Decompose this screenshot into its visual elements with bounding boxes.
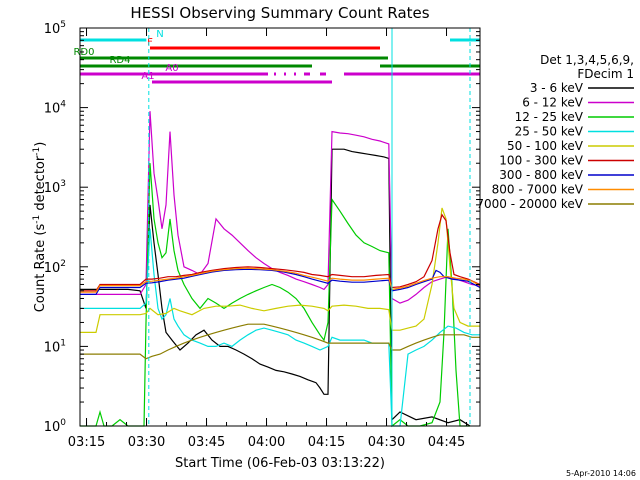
series-line-7000-20000-kev — [80, 323, 480, 360]
legend-label-3-6-kev: 3 - 6 keV — [530, 81, 584, 95]
series-line-50-100-kev — [80, 207, 480, 333]
y-axis-label: Count Rate (s-1 detector-1) — [32, 142, 48, 313]
x-tick-label: 04:30 — [368, 435, 405, 450]
y-tick-label: 100 — [44, 418, 67, 435]
flag-label-a1: A1 — [141, 71, 154, 82]
legend-label-12-25-kev: 12 - 25 keV — [515, 110, 584, 124]
series-line-300-800-kev — [80, 268, 481, 295]
flag-label-rd0: RD0 — [73, 47, 94, 58]
flag-label-a0: A0 — [165, 63, 178, 74]
legend-label-800-7000-kev: 800 - 7000 keV — [492, 183, 584, 197]
plot-frame — [79, 27, 481, 427]
x-tick-label: 04:45 — [428, 435, 465, 450]
legend-label-100-300-kev: 100 - 300 keV — [499, 154, 583, 168]
series-line-800-7000-kev — [80, 267, 481, 293]
legend-label-7000-20000-kev: 7000 - 20000 keV — [476, 197, 583, 211]
x-tick-label: 03:15 — [68, 435, 105, 450]
footer-date: 5-Apr-2010 14:06 — [566, 469, 636, 478]
series-line-6-12-kev — [80, 111, 481, 304]
y-tick-label: 104 — [44, 100, 67, 117]
chart-title: HESSI Observing Summary Count Rates — [130, 4, 429, 22]
legend-label-25-50-kev: 25 - 50 keV — [515, 125, 584, 139]
y-tick-label: 103 — [44, 179, 66, 196]
y-tick-label: 102 — [44, 259, 66, 276]
x-tick-label: 03:30 — [128, 435, 165, 450]
series-line-3-6-kev — [80, 148, 471, 427]
x-axis-label: Start Time (06-Feb-03 03:13:22) — [175, 456, 385, 471]
series-group — [80, 111, 481, 428]
vertical-markers — [148, 28, 471, 426]
x-tick-label: 04:15 — [308, 435, 345, 450]
series-line-25-50-kev — [80, 228, 480, 427]
legend-label-50-100-kev: 50 - 100 keV — [507, 139, 584, 153]
y-tick-label: 101 — [44, 338, 66, 355]
legend-title-1: Det 1,3,4,5,6,9, — [540, 53, 634, 67]
legend-label-6-12-kev: 6 - 12 keV — [522, 96, 584, 110]
flag-label-rd4: RD4 — [109, 55, 130, 66]
x-axis-ticks: 03:15 03:30 03:45 04:00 04:15 04:30 04:45 — [68, 28, 468, 450]
y-tick-label: 105 — [44, 20, 66, 37]
x-tick-label: 04:00 — [248, 435, 285, 450]
legend-title-2: FDecim 1 — [577, 67, 634, 81]
flag-label-n: N — [156, 29, 163, 40]
y-axis-ticks: 100 101 102 103 104 105 — [44, 20, 480, 435]
series-line-100-300-kev — [80, 213, 481, 292]
series-line-12-25-kev — [80, 163, 470, 428]
flag-label-f: F — [147, 37, 153, 48]
x-tick-label: 03:45 — [188, 435, 225, 450]
flag-bars: NF RD0 RD4 A0 A1 — [73, 29, 480, 84]
legend-label-300-800-kev: 300 - 800 keV — [499, 168, 583, 182]
